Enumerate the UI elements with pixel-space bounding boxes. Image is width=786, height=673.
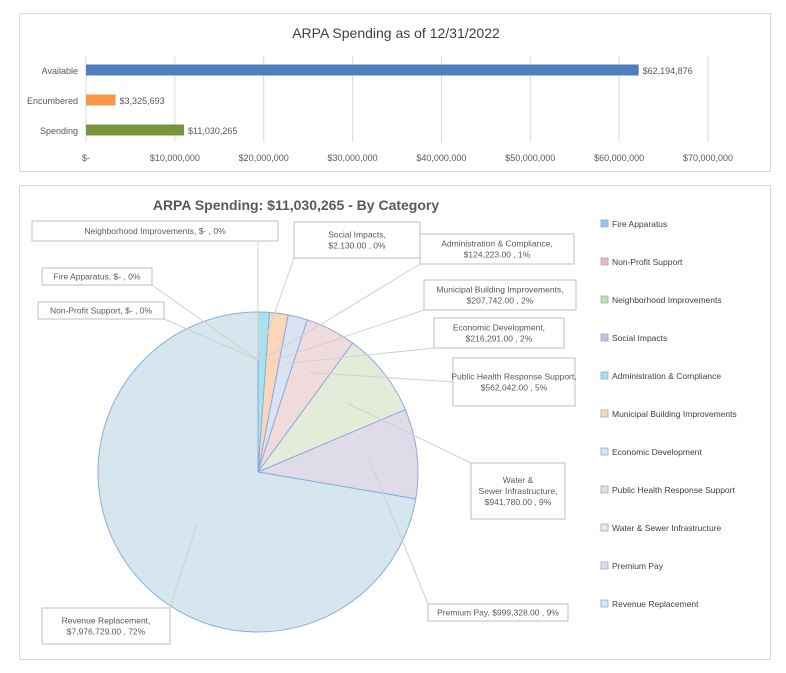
leader-line (345, 402, 472, 464)
data-label-box (452, 357, 576, 407)
data-label-box (31, 220, 279, 242)
legend-label: Administration & Compliance (612, 371, 721, 381)
leader-line (285, 347, 435, 365)
legend-label: Water & Sewer Infrastructure (612, 523, 722, 533)
data-label-box (427, 603, 569, 622)
legend-swatch (600, 371, 609, 380)
legend-swatch (600, 295, 609, 304)
legend-swatch (600, 523, 609, 532)
legend-swatch (600, 257, 609, 266)
data-label-box (37, 301, 165, 320)
legend-label: Municipal Building Improvements (612, 409, 737, 419)
x-tick-label: $- (82, 153, 90, 163)
legend-label: Non-Profit Support (612, 257, 683, 267)
data-label-box (419, 233, 575, 265)
bar-available (86, 64, 639, 76)
legend-label: Social Impacts (612, 333, 667, 343)
data-label: Public Health Response Support, $562,042.… (451, 372, 576, 393)
leader-line (151, 284, 259, 361)
x-tick-label: $50,000,000 (505, 153, 555, 163)
pie-slice (97, 311, 417, 633)
legend-swatch (600, 219, 609, 228)
category-label: Available (42, 66, 78, 76)
bar-value-label: $62,194,876 (643, 66, 693, 76)
data-label-box (41, 267, 153, 286)
leader-line (261, 263, 421, 361)
legend-label: Public Health Response Support (612, 485, 735, 495)
legend-swatch (600, 485, 609, 494)
legend-swatch (600, 333, 609, 342)
data-label-box (470, 462, 566, 520)
leader-line (163, 318, 259, 361)
bar-chart: ARPA Spending as of 12/31/2022 $- $10,000… (27, 25, 733, 163)
legend-label: Neighborhood Improvements (612, 295, 722, 305)
x-tick-label: $20,000,000 (239, 153, 289, 163)
category-label: Encumbered (27, 96, 78, 106)
legend-label: Premium Pay (612, 561, 664, 571)
data-label: Administration & Compliance, $124,223.00 … (441, 239, 553, 260)
data-label: Non-Profit Support, $- , 0% (50, 306, 152, 316)
leader-line (368, 458, 429, 605)
legend-label: Fire Apparatus (612, 219, 667, 229)
pie-chart: ARPA Spending: $11,030,265 - By Category… (31, 197, 737, 645)
bar-value-label: $11,030,265 (188, 126, 237, 136)
data-label: Municipal Building Improvements, $207,742… (436, 285, 563, 306)
bar-chart-panel: ARPA Spending as of 12/31/2022 $- $10,000… (19, 13, 771, 172)
legend-label: Revenue Replacement (612, 599, 699, 609)
data-label-box (41, 607, 171, 645)
pie-chart-title: ARPA Spending: $11,030,265 - By Category (153, 197, 440, 213)
data-label: Revenue Replacement, $7,976,729.00 , 72% (62, 616, 151, 637)
data-label: Premium Pay, $999,328.00 , 9% (437, 608, 559, 618)
leader-line (169, 523, 198, 609)
pie-chart-panel: ARPA Spending: $11,030,265 - By Category… (19, 185, 771, 660)
data-label: Fire Apparatus, $- , 0% (54, 272, 141, 282)
data-label: Economic Development, $216,291.00 , 2% (453, 323, 545, 344)
category-label: Spending (40, 126, 78, 136)
legend-swatch (600, 599, 609, 608)
data-label: Water & Sewer Infrastructure, $941,780.00 … (479, 475, 558, 507)
legend-swatch (600, 447, 609, 456)
pie-slice (256, 342, 406, 474)
data-label: Neighborhood Improvements, $- , 0% (84, 226, 226, 236)
x-tick-label: $70,000,000 (683, 153, 733, 163)
x-tick-label: $10,000,000 (150, 153, 200, 163)
pie-slice (256, 408, 419, 500)
bar-spending (86, 124, 185, 136)
bar-encumbered (86, 94, 116, 106)
data-label-box (433, 317, 565, 349)
bar-chart-title: ARPA Spending as of 12/31/2022 (292, 25, 500, 41)
data-label-box (293, 221, 421, 259)
x-tick-label: $60,000,000 (594, 153, 644, 163)
data-label: Social Impacts, $2,130.00 , 0% (328, 230, 386, 251)
leader-line (309, 371, 454, 383)
bar-value-label: $3,325,693 (120, 96, 165, 106)
x-tick-label: $30,000,000 (328, 153, 378, 163)
data-label-box (423, 279, 577, 311)
legend-swatch (600, 561, 609, 570)
leader-line (257, 257, 295, 361)
legend-label: Economic Development (612, 447, 702, 457)
leader-line (272, 309, 425, 362)
x-tick-label: $40,000,000 (416, 153, 466, 163)
legend-swatch (600, 409, 609, 418)
